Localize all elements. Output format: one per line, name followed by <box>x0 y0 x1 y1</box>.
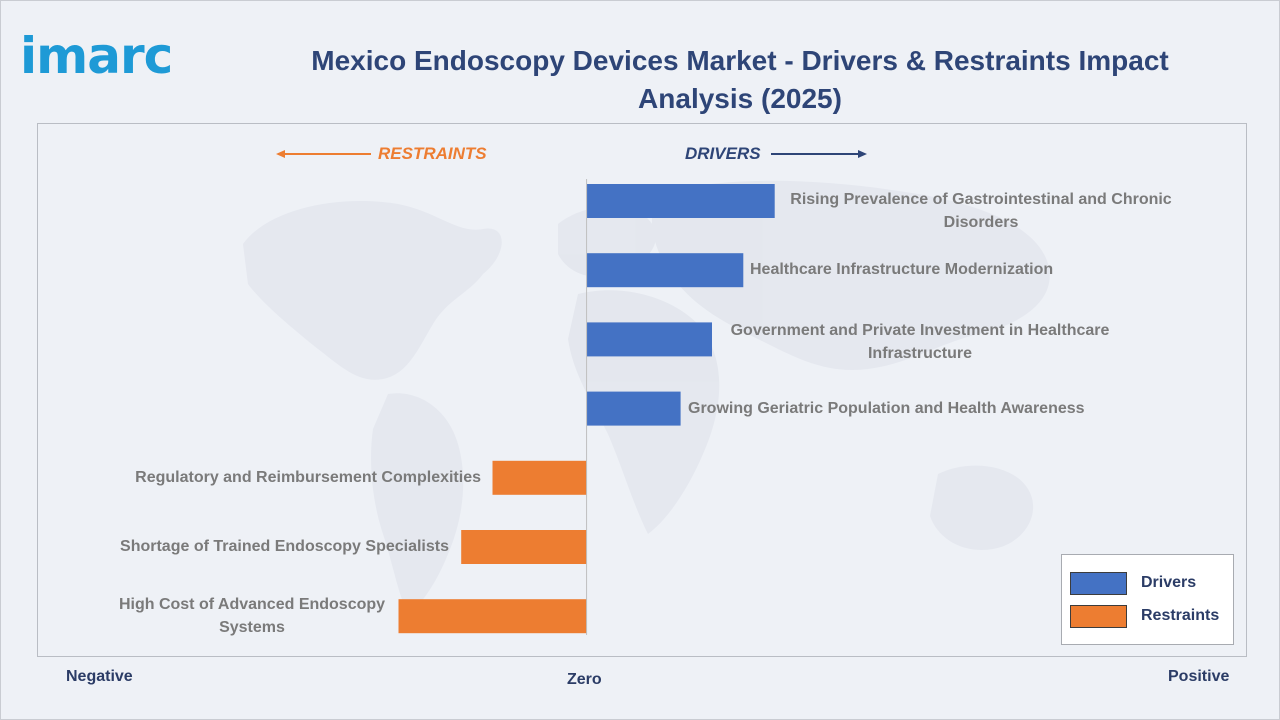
bar-label-government-investment: Government and Private Investment in Hea… <box>730 322 1110 362</box>
axis-label-positive: Positive <box>1168 668 1230 685</box>
bars-group <box>398 184 775 634</box>
imarc-logo: imarc <box>20 27 173 85</box>
bar-label-rising-prevalence: Rising Prevalence of Gastrointestinal an… <box>790 191 1172 231</box>
bar-label-specialist-shortage: Shortage of Trained Endoscopy Specialist… <box>120 538 449 555</box>
drivers-arrowhead <box>858 150 867 158</box>
bar-drivers-1 <box>586 253 744 288</box>
bar-drivers-3 <box>586 391 681 426</box>
bar-label-high-cost: High Cost of Advanced Endoscopy Systems <box>118 596 386 636</box>
bar-label-geriatric-population: Growing Geriatric Population and Health … <box>688 400 1085 417</box>
axis-label-zero: Zero <box>567 671 602 688</box>
bar-restraints-4 <box>492 460 587 495</box>
axis-label-negative: Negative <box>66 668 133 685</box>
drivers-direction-label: DRIVERS <box>685 144 761 163</box>
legend-label-drivers: Drivers <box>1141 574 1197 591</box>
bar-drivers-0 <box>586 184 775 218</box>
bar-chart <box>243 150 1050 635</box>
bar-drivers-2 <box>586 322 712 357</box>
restraints-direction-label: RESTRAINTS <box>378 144 487 163</box>
chart-title: Mexico Endoscopy Devices Market - Driver… <box>311 45 1169 114</box>
chart-legend: Drivers Restraints <box>1061 554 1234 645</box>
logo-text: imarc <box>20 27 173 85</box>
bar-label-infrastructure-modernization: Healthcare Infrastructure Modernization <box>750 261 1054 278</box>
plot-area: RESTRAINTS DRIVERS Rising Prevalence of … <box>37 123 1247 657</box>
legend-label-restraints: Restraints <box>1141 607 1220 624</box>
restraints-arrowhead <box>276 150 285 158</box>
bar-restraints-5 <box>461 530 587 564</box>
bar-restraints-6 <box>398 599 587 634</box>
legend-swatch-drivers <box>1070 572 1127 595</box>
bar-label-regulatory-complexities: Regulatory and Reimbursement Complexitie… <box>135 469 481 486</box>
legend-swatch-restraints <box>1070 605 1127 628</box>
